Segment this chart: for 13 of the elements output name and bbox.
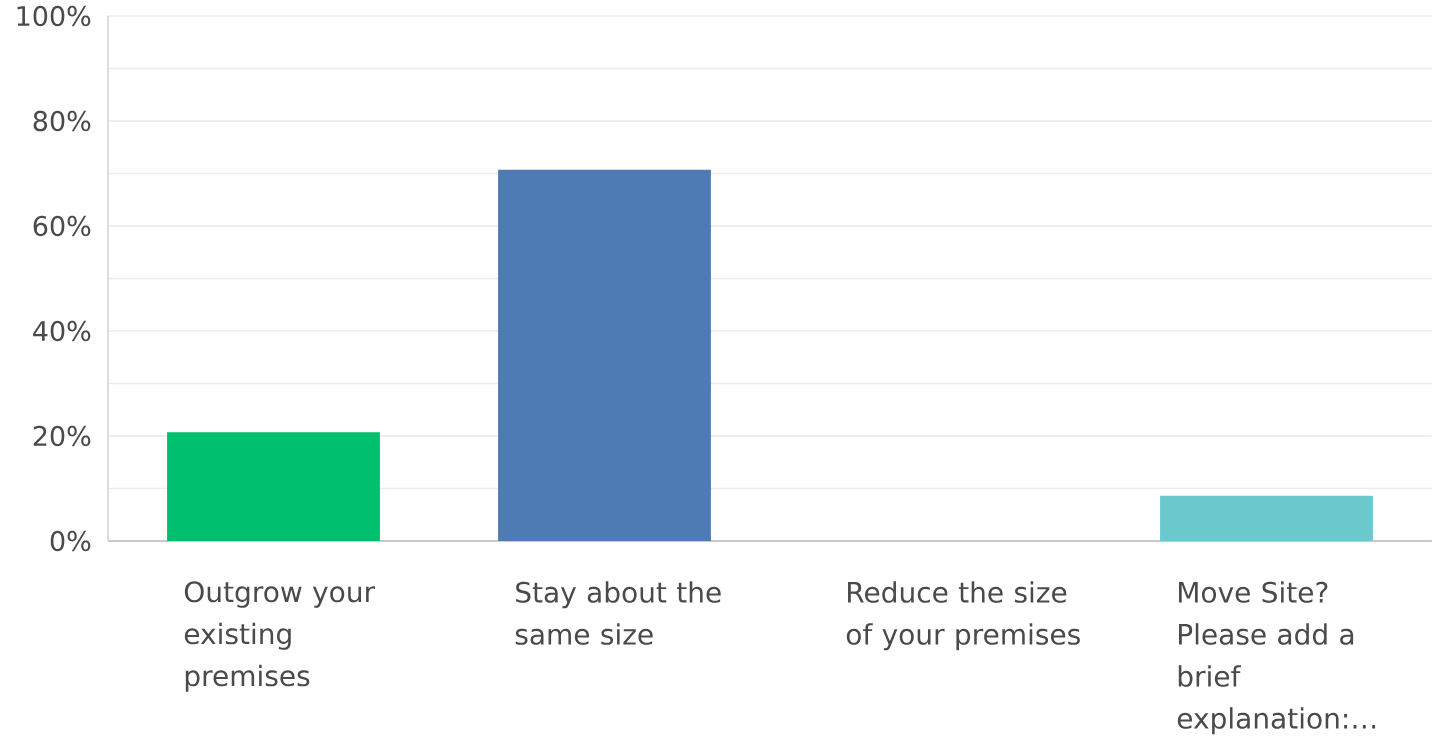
bar — [1160, 495, 1373, 541]
x-tick-label: Stay about the same size — [515, 581, 721, 645]
bar — [167, 432, 380, 541]
x-tick-label: Outgrow your existing premises — [184, 581, 376, 692]
y-tick-label: 20% — [33, 425, 91, 447]
y-tick-label: 0% — [50, 530, 91, 552]
y-tick-label: 40% — [33, 320, 91, 342]
x-tick-label: Reduce the size of your premises — [846, 581, 1080, 651]
y-tick-label: 60% — [33, 215, 91, 237]
bar — [498, 169, 711, 541]
y-tick-label: 80% — [33, 110, 91, 132]
x-tick-label: Move Site? Please add a brief explanation:… — [1177, 581, 1376, 735]
y-tick-label: 100% — [17, 5, 91, 27]
